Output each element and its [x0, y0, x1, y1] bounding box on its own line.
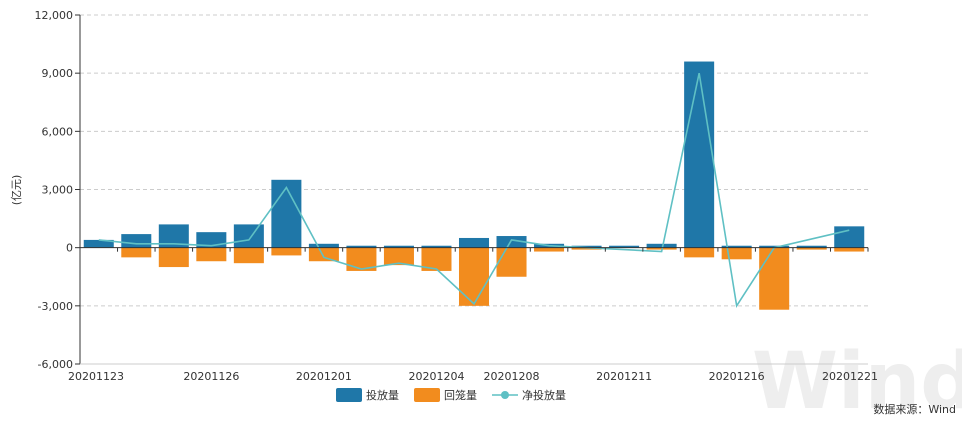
- x-axis: 20201123 20201126 20201201 20201204 20201208…: [68, 247, 878, 383]
- bar-投放量-20201123: [83, 239, 114, 248]
- bar-回笼量-20201204: [421, 247, 452, 271]
- source-label: 数据来源：Wind: [873, 402, 956, 416]
- legend-label-净投放量: 净投放量: [522, 388, 566, 402]
- bar-投放量-20201207: [458, 237, 490, 248]
- bar-投放量-20201203: [383, 245, 414, 248]
- bar-回笼量-20201130: [271, 247, 302, 256]
- series-净投放量: [98, 73, 850, 309]
- legend-label-回笼量: 回笼量: [444, 388, 477, 402]
- wind-watermark: Wind: [752, 337, 962, 422]
- bar-回笼量-20201221: [834, 247, 865, 252]
- series-投放量: [83, 61, 865, 248]
- bar-回笼量-20201217: [759, 247, 790, 310]
- bar-回笼量-20201203: [383, 247, 414, 266]
- x-tick-label: 20201216: [709, 370, 765, 383]
- bar-投放量-20201124: [121, 234, 152, 248]
- bar-回笼量-20201215: [684, 247, 715, 258]
- x-tick-label: 20201221: [822, 370, 878, 383]
- x-tick-label: 20201211: [596, 370, 652, 383]
- bar-回笼量-20201126: [196, 247, 227, 262]
- bar-回笼量-20201210: [571, 247, 602, 250]
- bar-回笼量-20201127: [233, 247, 264, 264]
- bar-回笼量-20201216: [721, 247, 752, 260]
- bar-投放量-20201127: [233, 224, 264, 248]
- y-axis-label: (亿元): [10, 175, 23, 206]
- y-tick-label: 9,000: [42, 67, 74, 80]
- bar-投放量-20201211: [609, 245, 640, 248]
- legend-swatch-回笼量: [414, 388, 440, 402]
- y-axis: -6,000 -3,000 0 3,000 6,000 9,000 12,000: [35, 9, 81, 371]
- grid-lines: [80, 14, 868, 365]
- bar-投放量-20201202: [346, 245, 377, 248]
- bar-投放量-20201201: [308, 243, 339, 248]
- bar-回笼量-20201209: [534, 247, 565, 252]
- bar-回笼量-20201201: [308, 247, 339, 262]
- legend-marker-净投放量: [501, 391, 509, 399]
- bar-投放量-20201215: [684, 61, 715, 248]
- bar-投放量-20201210: [571, 245, 602, 248]
- bar-投放量-20201204: [421, 245, 452, 248]
- y-tick-label: 12,000: [35, 9, 74, 22]
- bar-投放量-20201218: [796, 245, 827, 248]
- legend-swatch-投放量: [336, 388, 362, 402]
- bar-投放量-20201216: [721, 245, 752, 248]
- y-tick-label: 0: [66, 242, 73, 255]
- bar-投放量-20201125: [158, 224, 189, 248]
- x-tick-label: 20201208: [484, 370, 540, 383]
- net-line-path: [98, 73, 850, 309]
- bar-回笼量-20201207: [458, 247, 490, 306]
- bar-投放量-20201214: [646, 243, 677, 248]
- y-tick-label: 6,000: [42, 125, 74, 138]
- x-tick-label: 20201123: [68, 370, 124, 383]
- legend-label-投放量: 投放量: [366, 388, 399, 402]
- y-tick-label: -6,000: [38, 358, 73, 371]
- bar-回笼量-20201218: [796, 247, 827, 250]
- bar-回笼量-20201125: [158, 247, 189, 268]
- bar-回笼量-20201124: [121, 247, 152, 258]
- x-tick-label: 20201126: [183, 370, 239, 383]
- bar-投放量-20201130: [271, 179, 302, 248]
- y-tick-label: -3,000: [38, 300, 73, 313]
- x-tick-label: 20201201: [296, 370, 352, 383]
- y-tick-label: 3,000: [42, 184, 74, 197]
- x-tick-label: 20201204: [408, 370, 464, 383]
- series-回笼量: [121, 247, 865, 310]
- bar-回笼量-20201202: [346, 247, 377, 271]
- bar-投放量-20201221: [834, 226, 865, 248]
- legend: 投放量 回笼量 净投放量: [336, 388, 566, 402]
- bar-投放量-20201208: [496, 236, 527, 248]
- bar-回笼量-20201208: [496, 247, 527, 277]
- bar-投放量-20201217: [759, 245, 790, 248]
